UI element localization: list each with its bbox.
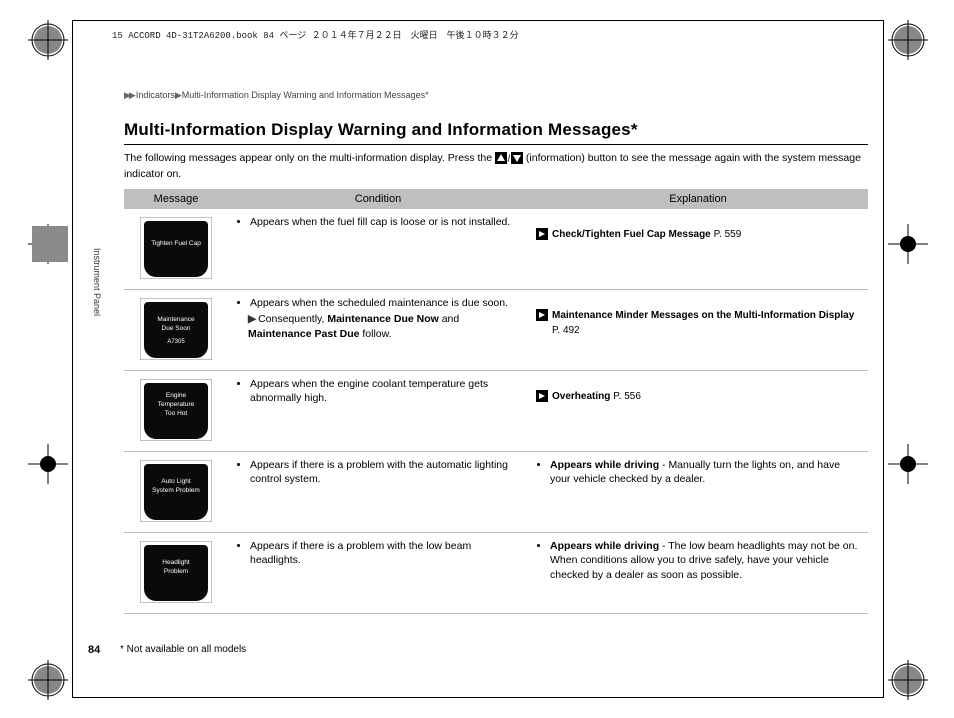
condition-cell: Appears when the engine coolant temperat… [228, 370, 528, 451]
explanation-cell: Overheating P. 556 [528, 370, 868, 451]
svg-text:Due Soon: Due Soon [162, 325, 191, 332]
breadcrumb: ▶▶Indicators▶Multi-Information Display W… [124, 90, 429, 101]
table-row: Engine Temperature Too Hot Appears when th… [124, 370, 868, 451]
condition-cell: Appears if there is a problem with the a… [228, 451, 528, 532]
svg-text:Headlight: Headlight [162, 559, 190, 566]
messages-table: Message Condition Explanation Tighten Fu… [124, 189, 868, 614]
message-icon-cell: Headlight Problem [124, 532, 228, 613]
condition-cell: Appears if there is a problem with the l… [228, 532, 528, 613]
registration-mark-bottom-right [888, 660, 928, 700]
xref-icon [536, 308, 548, 326]
explanation-cell: Appears while driving - The low beam hea… [528, 532, 868, 613]
explanation-cell: Maintenance Minder Messages on the Multi… [528, 289, 868, 370]
column-header-message: Message [124, 189, 228, 209]
display-message-icon: Headlight Problem [140, 541, 212, 603]
svg-text:Temperature: Temperature [158, 401, 195, 408]
intro-text-before: The following messages appear only on th… [124, 152, 495, 164]
svg-text:A7305: A7305 [167, 339, 185, 345]
registration-mark-bottom-left [28, 660, 68, 700]
breadcrumb-level-1: Indicators [136, 90, 175, 100]
condition-sub: ▶Consequently, Maintenance Due Now and M… [236, 312, 520, 341]
column-header-explanation: Explanation [528, 189, 868, 209]
svg-text:Engine: Engine [166, 392, 187, 399]
xref-title: Check/Tighten Fuel Cap Message [552, 229, 711, 240]
section-side-label: Instrument Panel [92, 248, 102, 316]
table-row: Auto Light System Problem Appears if ther… [124, 451, 868, 532]
condition-bullet: Appears if there is a problem with the l… [250, 539, 520, 568]
svg-text:Problem: Problem [164, 568, 188, 575]
crop-mark [28, 444, 68, 484]
breadcrumb-asterisk: * [425, 90, 429, 100]
message-icon-cell: Maintenance Due Soon A7305 [124, 289, 228, 370]
page-title: Multi-Information Display Warning and In… [124, 120, 868, 145]
cross-reference: Check/Tighten Fuel Cap Message P. 559 [536, 227, 860, 245]
xref-title: Maintenance Minder Messages on the Multi… [552, 310, 854, 321]
display-message-icon: Tighten Fuel Cap [140, 217, 212, 279]
print-job-header: 15 ACCORD 4D-31T2A6200.book 84 ページ ２０１４年… [112, 28, 519, 41]
display-message-icon: Maintenance Due Soon A7305 [140, 298, 212, 360]
condition-bullet: Appears if there is a problem with the a… [250, 458, 520, 487]
registration-mark-top-right [888, 20, 928, 60]
xref-icon [536, 389, 548, 407]
table-row: Maintenance Due Soon A7305 Appears when th… [124, 289, 868, 370]
explanation-bullet: Appears while driving - Manually turn th… [550, 458, 860, 487]
cross-reference: Overheating P. 556 [536, 389, 860, 407]
table-row: Tighten Fuel Cap Appears when the fuel f… [124, 209, 868, 290]
xref-page: P. 556 [613, 391, 641, 402]
page-number: 84 [88, 644, 100, 656]
registration-mark-top-left [28, 20, 68, 60]
condition-bullet: Appears when the scheduled maintenance i… [250, 296, 520, 311]
svg-text:Too Hot: Too Hot [165, 410, 188, 417]
svg-text:System Problem: System Problem [152, 487, 200, 494]
column-header-condition: Condition [228, 189, 528, 209]
explanation-cell: Check/Tighten Fuel Cap Message P. 559 [528, 209, 868, 290]
page-title-asterisk: * [631, 120, 638, 139]
section-tab [32, 226, 68, 262]
xref-page: P. 492 [552, 325, 580, 336]
crop-mark [888, 444, 928, 484]
table-row: Headlight Problem Appears if there is a p… [124, 532, 868, 613]
display-message-icon: Engine Temperature Too Hot [140, 379, 212, 441]
breadcrumb-marker-icon: ▶▶ [124, 90, 134, 100]
explanation-bullet: Appears while driving - The low beam hea… [550, 539, 860, 583]
condition-cell: Appears when the scheduled maintenance i… [228, 289, 528, 370]
xref-title: Overheating [552, 391, 610, 402]
page-title-text: Multi-Information Display Warning and In… [124, 120, 631, 139]
cross-reference: Maintenance Minder Messages on the Multi… [536, 308, 860, 338]
svg-text:Tighten Fuel Cap: Tighten Fuel Cap [151, 240, 201, 247]
message-icon-cell: Auto Light System Problem [124, 451, 228, 532]
info-button-icon: / [495, 152, 523, 164]
svg-text:Maintenance: Maintenance [157, 316, 195, 323]
xref-icon [536, 227, 548, 245]
condition-bullet: Appears when the engine coolant temperat… [250, 377, 520, 406]
xref-page: P. 559 [714, 229, 742, 240]
intro-paragraph: The following messages appear only on th… [124, 151, 868, 183]
message-icon-cell: Tighten Fuel Cap [124, 209, 228, 290]
condition-bullet: Appears when the fuel fill cap is loose … [250, 215, 520, 230]
breadcrumb-level-2: Multi-Information Display Warning and In… [182, 90, 425, 100]
condition-cell: Appears when the fuel fill cap is loose … [228, 209, 528, 290]
crop-mark [888, 224, 928, 264]
message-icon-cell: Engine Temperature Too Hot [124, 370, 228, 451]
footnote: * Not available on all models [120, 644, 246, 655]
explanation-cell: Appears while driving - Manually turn th… [528, 451, 868, 532]
breadcrumb-separator-icon: ▶ [175, 90, 180, 100]
svg-text:/: / [508, 154, 511, 164]
display-message-icon: Auto Light System Problem [140, 460, 212, 522]
page-content: Multi-Information Display Warning and In… [124, 120, 868, 614]
svg-text:Auto Light: Auto Light [161, 478, 190, 485]
arrow-icon: ▶ [248, 313, 256, 325]
